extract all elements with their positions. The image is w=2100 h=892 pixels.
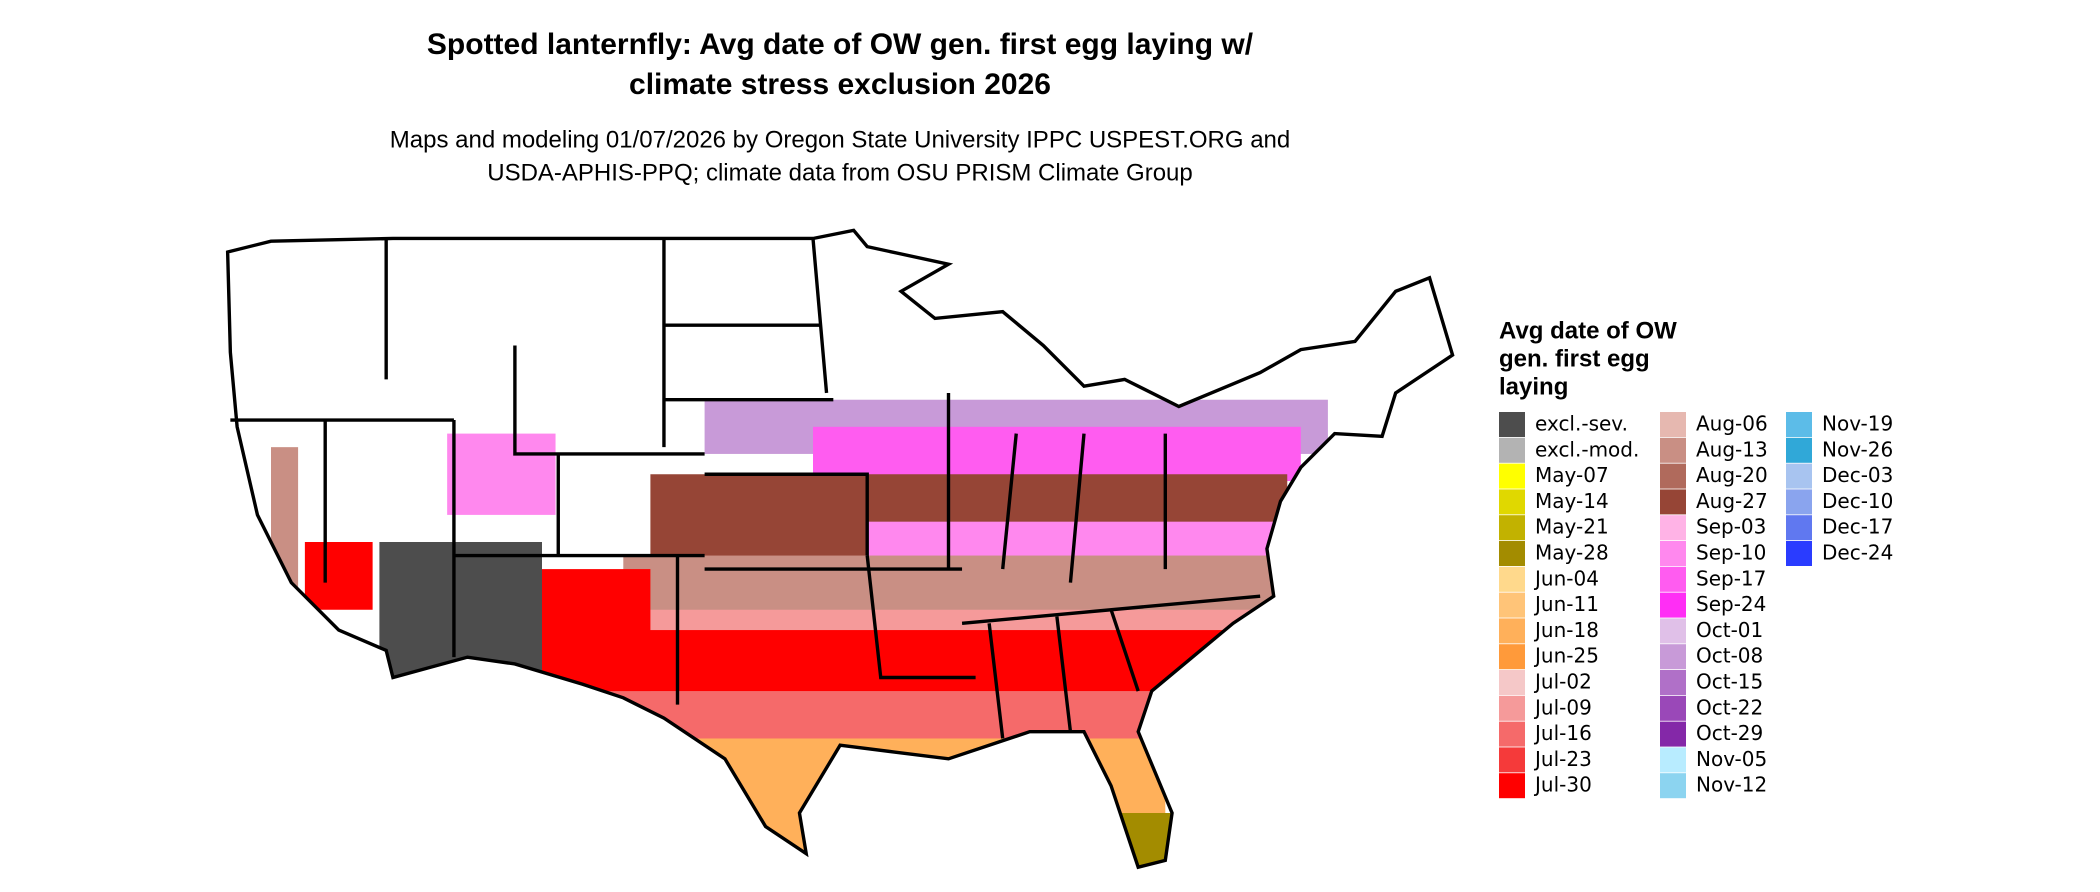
legend-swatch	[1499, 515, 1525, 541]
legend-label: Nov-26	[1822, 437, 1893, 461]
legend-label: excl.-mod.	[1535, 437, 1639, 461]
legend-swatch	[1499, 721, 1525, 747]
title: climate stress exclusion 2026	[629, 68, 1051, 101]
legend-swatch	[1660, 515, 1686, 541]
legend-title: gen. first egg	[1499, 345, 1650, 372]
title: Spotted lanternfly: Avg date of OW gen. …	[427, 28, 1254, 61]
legend-label: Nov-12	[1696, 773, 1767, 797]
legend-label: Jul-09	[1533, 695, 1592, 719]
legend-swatch	[1660, 541, 1686, 566]
legend-swatch	[1660, 489, 1686, 515]
legend-label: Aug-20	[1696, 463, 1768, 487]
legend-swatch	[1660, 618, 1686, 644]
legend-label: May-21	[1535, 515, 1609, 539]
legend-swatch	[1786, 541, 1812, 566]
legend-label: Oct-22	[1696, 695, 1763, 719]
legend-label: Jul-02	[1533, 670, 1592, 694]
legend-swatch	[1499, 695, 1525, 721]
legend-swatch	[1499, 618, 1525, 644]
legend-swatch	[1660, 695, 1686, 721]
legend-label: Oct-08	[1696, 644, 1763, 668]
legend-label: Nov-19	[1822, 412, 1893, 436]
legend-label: May-07	[1535, 463, 1609, 487]
legend-swatch	[1786, 489, 1812, 515]
legend-label: May-14	[1535, 489, 1609, 513]
legend-label: Jun-18	[1533, 618, 1599, 642]
legend-label: Jul-23	[1533, 747, 1592, 771]
legend-swatch	[1499, 747, 1525, 773]
subtitle: USDA-APHIS-PPQ; climate data from OSU PR…	[487, 159, 1193, 186]
legend-swatch	[1660, 412, 1686, 437]
legend-label: Aug-06	[1696, 412, 1768, 436]
legend-swatch	[1660, 670, 1686, 695]
legend-label: Aug-13	[1696, 437, 1768, 461]
legend-swatch	[1499, 489, 1525, 515]
legend-swatch	[1499, 566, 1525, 592]
legend-label: Aug-27	[1696, 489, 1768, 513]
legend-label: Sep-10	[1696, 541, 1766, 565]
legend-label: Dec-17	[1822, 515, 1893, 539]
legend-swatch	[1660, 592, 1686, 618]
legend-swatch	[1660, 437, 1686, 463]
legend-label: Sep-24	[1696, 592, 1766, 616]
legend-label: Jun-04	[1533, 566, 1599, 590]
legend-label: excl.-sev.	[1535, 412, 1628, 436]
legend-swatch	[1499, 592, 1525, 618]
legend-label: Jun-25	[1533, 644, 1599, 668]
map	[225, 228, 1455, 870]
legend-label: Dec-10	[1822, 489, 1893, 513]
legend-label: Sep-03	[1696, 515, 1766, 539]
legend-swatch	[1499, 541, 1525, 566]
legend-label: Jun-11	[1533, 592, 1599, 616]
legend-swatch	[1786, 437, 1812, 463]
legend-title: laying	[1499, 373, 1568, 400]
legend-swatch	[1499, 463, 1525, 489]
legend-label: Dec-24	[1822, 541, 1893, 565]
subtitle: Maps and modeling 01/07/2026 by Oregon S…	[390, 126, 1290, 153]
legend-swatch	[1786, 463, 1812, 489]
legend-swatch	[1786, 412, 1812, 437]
legend-label: Dec-03	[1822, 463, 1893, 487]
legend-swatch	[1499, 437, 1525, 463]
legend-label: Jul-16	[1533, 721, 1592, 745]
legend-swatch	[1786, 515, 1812, 541]
legend-label: Oct-29	[1696, 721, 1763, 745]
legend-swatch	[1660, 773, 1686, 799]
legend-label: Nov-05	[1696, 747, 1767, 771]
legend-swatch	[1499, 412, 1525, 437]
legend-label: May-28	[1535, 541, 1609, 565]
legend-label: Oct-01	[1696, 618, 1763, 642]
legend-swatch	[1660, 463, 1686, 489]
legend-label: Oct-15	[1696, 670, 1763, 694]
legend-swatch	[1499, 773, 1525, 799]
legend-swatch	[1660, 747, 1686, 773]
legend-swatch	[1499, 670, 1525, 695]
legend-swatch	[1660, 566, 1686, 592]
legend-title: Avg date of OW	[1499, 317, 1677, 344]
legend-swatch	[1660, 721, 1686, 747]
legend-label: Jul-30	[1533, 773, 1592, 797]
legend-swatch	[1660, 644, 1686, 670]
legend-swatch	[1499, 644, 1525, 670]
legend-label: Sep-17	[1696, 566, 1766, 590]
